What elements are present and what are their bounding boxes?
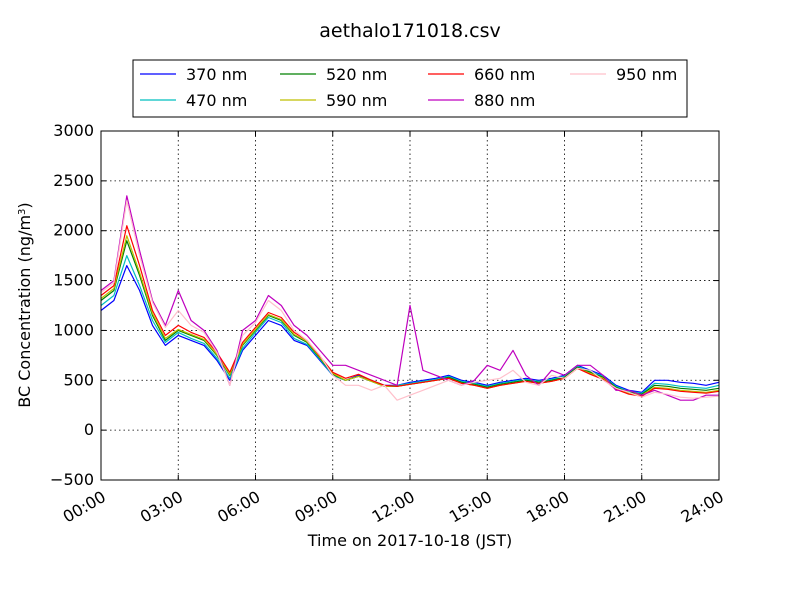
y-tick-label: −500: [50, 470, 94, 489]
x-axis-label: Time on 2017-10-18 (JST): [307, 531, 512, 550]
series-line-880-nm: [100, 195, 719, 401]
legend-label: 590 nm: [326, 91, 387, 110]
series-line-470-nm: [100, 255, 720, 394]
y-axis-label-main: BC Concentration (ng/m: [15, 215, 34, 408]
y-axis-label-sup: 3: [17, 209, 28, 215]
y-axis-label: BC Concentration (ng/m3): [15, 202, 34, 407]
series-lines: [100, 195, 720, 401]
y-tick-label: 2000: [53, 221, 94, 240]
legend-label: 520 nm: [326, 65, 387, 84]
legend-label: 880 nm: [474, 91, 535, 110]
y-tick-label: 500: [63, 370, 94, 389]
legend-box: [132, 59, 688, 118]
y-tick-label: 0: [84, 420, 94, 439]
legend-label: 950 nm: [616, 65, 677, 84]
y-tick-label: 2500: [53, 171, 94, 190]
legend-label: 470 nm: [186, 91, 247, 110]
y-tick-label: 1500: [53, 271, 94, 290]
series-line-950-nm: [100, 200, 720, 401]
legend: 370 nm 470 nm 520 nm 590 nm 660 nm 880 nm 950 …: [132, 59, 688, 118]
series-line-370-nm: [100, 265, 720, 393]
legend-label: 660 nm: [474, 65, 535, 84]
legend-label: 370 nm: [186, 65, 247, 84]
series-line-660-nm: [100, 225, 720, 397]
chart-title: aethalo171018.csv: [319, 20, 501, 42]
y-tick-label: 1000: [53, 320, 94, 339]
y-tick-label: 3000: [53, 121, 94, 140]
y-axis-label-close: ): [15, 202, 34, 208]
